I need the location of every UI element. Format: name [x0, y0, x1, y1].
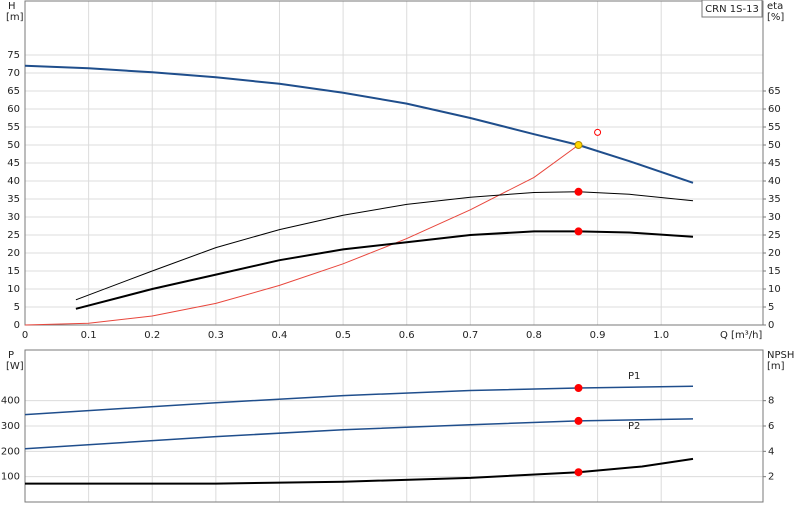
y2-tick-label: 25 [768, 230, 781, 241]
series-line [24, 385, 694, 416]
y-tick-label: 20 [7, 248, 20, 259]
y2-tick-label: 0 [768, 320, 774, 331]
x-tick-label: 0 [22, 330, 28, 341]
y-tick-label: 45 [7, 158, 20, 169]
x-axis-label: Q [m³/h] [720, 330, 762, 341]
y-tick-label: 5 [14, 302, 20, 313]
y2-tick-label: 10 [768, 284, 781, 295]
y-tick-label: 300 [1, 421, 20, 432]
y-axis-unit: [m] [6, 12, 24, 23]
y2-tick-label: 2 [768, 472, 774, 483]
x-tick-label: 0.3 [208, 330, 224, 341]
y-tick-label: 30 [7, 212, 20, 223]
y2-tick-label: 30 [768, 212, 781, 223]
y-tick-label: 10 [7, 284, 20, 295]
point-marker [574, 187, 583, 196]
point-marker [574, 468, 583, 477]
y-axis-label: P [8, 350, 14, 361]
y2-axis-unit: [m] [767, 361, 785, 372]
y2-tick-label: 65 [768, 86, 781, 97]
x-tick-label: 0.7 [462, 330, 478, 341]
y2-tick-label: 20 [768, 248, 781, 259]
y2-tick-label: 50 [768, 140, 781, 151]
y2-tick-label: 40 [768, 176, 781, 187]
y-tick-label: 35 [7, 194, 20, 205]
y2-tick-label: 5 [768, 302, 774, 313]
x-tick-label: 0.8 [526, 330, 542, 341]
y2-tick-label: 60 [768, 104, 781, 115]
chart-panel: 100 200 300 400 2 4 6 8 P[W] NPSH[m] P1 P2 [1, 349, 794, 503]
y2-axis-label: NPSH [767, 350, 794, 361]
y-tick-label: 65 [7, 86, 20, 97]
series-line [24, 64, 694, 184]
y-tick-label: 70 [7, 68, 20, 79]
y2-tick-label: 35 [768, 194, 781, 205]
y2-axis-unit: [%] [767, 12, 784, 23]
series-label: P1 [628, 371, 640, 382]
x-tick-label: 0.2 [144, 330, 160, 341]
x-tick-label: 0.9 [590, 330, 606, 341]
y-axis-label: H [8, 1, 16, 12]
y-tick-label: 25 [7, 230, 20, 241]
y-axis-unit: [W] [6, 361, 24, 372]
series-line [75, 230, 694, 310]
series-line [24, 144, 579, 326]
chart-title: CRN 1S-13 [705, 4, 759, 15]
y-tick-label: 40 [7, 176, 20, 187]
series-line [24, 418, 694, 450]
series-line [25, 457, 694, 485]
y-tick-label: 50 [7, 140, 20, 151]
y-tick-label: 200 [1, 446, 20, 457]
title-box [701, 0, 763, 18]
y2-tick-label: 55 [768, 122, 781, 133]
y-tick-label: 0 [14, 320, 20, 331]
series-label: P2 [628, 421, 640, 432]
point-marker [574, 227, 583, 236]
series-line [75, 191, 694, 301]
y2-tick-label: 6 [768, 421, 774, 432]
x-tick-label: 1.0 [653, 330, 669, 341]
chart-panel: 0 5 10 15 20 25 30 35 40 45 50 55 60 65 70 75 0 5 10 15 20 25… [6, 0, 784, 341]
point-marker [594, 128, 602, 136]
point-marker [574, 141, 583, 149]
y-tick-label: 75 [7, 50, 20, 61]
y2-tick-label: 8 [768, 396, 774, 407]
y-tick-label: 15 [7, 266, 20, 277]
x-tick-label: 0.6 [399, 330, 415, 341]
x-tick-label: 0.1 [81, 330, 97, 341]
y-tick-label: 55 [7, 122, 20, 133]
y-tick-label: 100 [1, 472, 20, 483]
y2-tick-label: 4 [768, 446, 774, 457]
x-tick-label: 0.5 [335, 330, 351, 341]
y-tick-label: 400 [1, 396, 20, 407]
point-marker [574, 384, 583, 392]
y2-tick-label: 45 [768, 158, 781, 169]
y2-axis-label: eta [767, 1, 783, 12]
y-tick-label: 60 [7, 104, 20, 115]
point-marker [574, 416, 583, 425]
x-tick-label: 0.4 [272, 330, 288, 341]
y2-tick-label: 15 [768, 266, 781, 277]
